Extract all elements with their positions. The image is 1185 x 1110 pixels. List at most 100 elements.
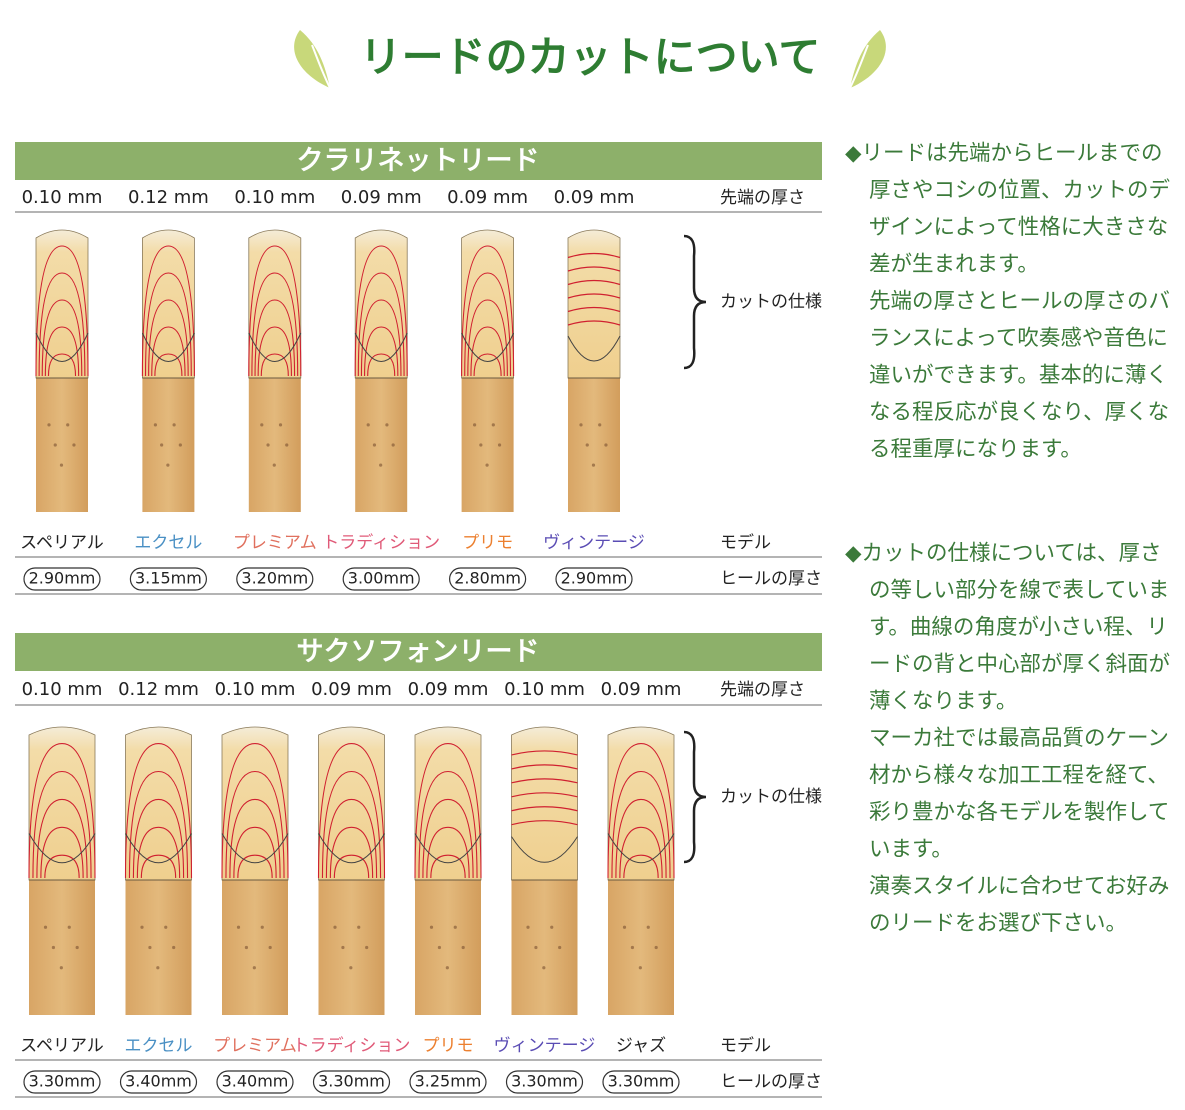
reed-heel <box>568 378 620 512</box>
note-paragraph: 先端の厚さとヒールの厚さのバランスによって吹奏感や音色に違いができます。基本的に… <box>869 289 1171 462</box>
cut-line <box>422 798 474 879</box>
heel-pill <box>409 1070 487 1094</box>
heel-thickness: 2.90mm <box>29 569 96 588</box>
model-label: モデル <box>720 532 771 553</box>
cut-line <box>32 770 92 879</box>
cut-outline <box>354 332 408 362</box>
cane-spot <box>366 423 370 427</box>
cut-label: カットの仕様 <box>720 292 822 312</box>
reed-heel <box>29 880 95 1015</box>
cut-line <box>567 320 621 326</box>
cut-line <box>148 299 189 377</box>
heel-label: ヒールの厚さ <box>720 1072 822 1092</box>
cane-spot <box>473 423 477 427</box>
cane-spot <box>72 443 76 447</box>
cut-line <box>35 245 89 377</box>
cut-line <box>511 778 578 784</box>
cut-line <box>141 245 195 377</box>
cut-outline <box>141 332 195 362</box>
cane-spot <box>272 463 276 467</box>
cut-line <box>321 770 382 879</box>
note-paragraph: 演奏スタイルに合わせてお好みのリードをお選び下さい。 <box>869 874 1170 936</box>
cut-line <box>567 252 621 259</box>
leaf-right <box>849 30 886 89</box>
cane-spot <box>341 945 345 950</box>
cane-spot <box>278 423 283 427</box>
cut-outline <box>567 335 621 362</box>
section-bar <box>15 633 822 671</box>
note-block: ◆リードは先端からヒールまでの厚さやコシの位置、カットのデザインによって性格に大… <box>845 135 1175 468</box>
cut-line <box>354 245 408 377</box>
note-paragraph: ◆リードは先端からヒールまでの厚さやコシの位置、カットのデザインによって性格に大… <box>845 141 1171 277</box>
reed-heel <box>36 378 88 512</box>
reed-tip <box>567 229 621 379</box>
cane-spot <box>638 966 642 970</box>
cane-spot <box>172 423 176 427</box>
cane-spot <box>630 945 635 950</box>
cane-spot <box>526 925 530 929</box>
section-heading: サクソフォンリード <box>297 637 540 668</box>
section-bar <box>15 142 822 180</box>
cut-outline <box>607 833 675 864</box>
model-name: ヴィンテージ <box>543 533 645 553</box>
cut-outline <box>35 332 89 362</box>
cane-spot <box>244 945 249 950</box>
cane-spot <box>333 925 337 929</box>
cut-line <box>38 272 86 377</box>
cane-spot <box>385 423 389 427</box>
cane-spot <box>260 423 264 427</box>
tip-thickness: 0.10 mm <box>215 679 296 700</box>
tip-thickness: 0.09 mm <box>408 679 489 700</box>
page-title: リードのカットについて <box>360 33 821 82</box>
tip-thickness: 0.09 mm <box>311 679 392 700</box>
leaf-left <box>294 30 331 89</box>
cane-spot <box>172 945 176 950</box>
cane-spot <box>585 443 589 447</box>
reed <box>221 726 289 1015</box>
cane-spot <box>542 966 546 970</box>
tip-thickness: 0.09 mm <box>554 187 635 208</box>
cut-line <box>333 854 370 879</box>
brace <box>683 234 707 370</box>
model-name: プリモ <box>423 1036 474 1056</box>
cut-line <box>511 806 578 812</box>
reed <box>28 726 96 1015</box>
model-label: モデル <box>720 1035 771 1056</box>
cane-spot <box>591 463 596 467</box>
cut-line <box>511 764 578 770</box>
model-name: プリモ <box>462 533 513 553</box>
cut-line <box>367 353 396 377</box>
cut-line <box>260 353 289 377</box>
cut-outline <box>414 833 482 864</box>
cane-spot <box>140 925 144 929</box>
cut-line <box>360 299 402 377</box>
model-name: スペリアル <box>20 533 104 553</box>
cane-spot <box>365 945 369 950</box>
heel-thickness: 3.40mm <box>125 1072 192 1091</box>
cut-line <box>567 293 621 299</box>
heel-thickness: 3.40mm <box>222 1072 289 1091</box>
reed-heel <box>318 880 385 1015</box>
cane-spot <box>349 966 353 970</box>
cane-spot <box>357 925 361 929</box>
reed <box>35 229 89 512</box>
cut-line <box>623 854 659 879</box>
cut-line <box>511 820 578 826</box>
cane-spot <box>53 443 57 447</box>
cut-line <box>221 743 289 879</box>
cut-line <box>607 743 675 879</box>
cane-spot <box>379 463 383 467</box>
model-name: プレミアム <box>213 1036 297 1056</box>
cane-spot <box>550 925 554 929</box>
cut-line <box>473 353 502 377</box>
cut-line <box>254 299 296 377</box>
reed <box>141 229 195 512</box>
model-name: プレミアム <box>233 533 317 553</box>
cut-outline <box>318 833 385 864</box>
reed <box>317 726 386 1015</box>
cane-spot <box>153 423 157 427</box>
cut-line <box>418 770 478 879</box>
cane-spot <box>598 423 602 427</box>
tip-thickness: 0.12 mm <box>128 187 209 208</box>
cut-line <box>567 279 621 286</box>
